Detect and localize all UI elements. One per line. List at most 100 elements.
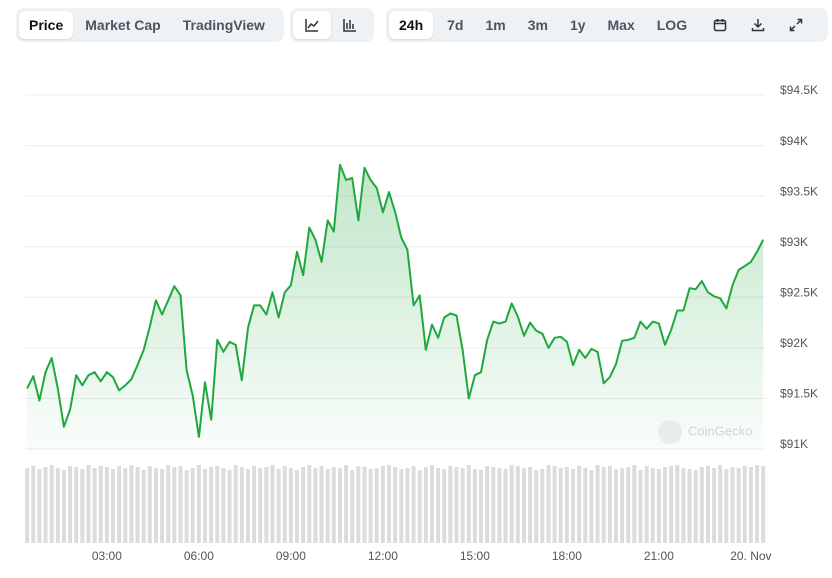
volume-bar <box>172 467 177 543</box>
volume-bar <box>25 468 30 543</box>
volume-bar <box>632 465 637 543</box>
fullscreen-button[interactable] <box>777 11 815 39</box>
tab[interactable]: Price <box>19 11 74 39</box>
volume-bar <box>724 469 729 543</box>
range-button[interactable]: 7d <box>447 17 464 33</box>
volume-bar <box>497 468 502 543</box>
volume-bar <box>221 468 226 543</box>
volume-bar <box>571 469 576 543</box>
volume-bar <box>270 465 275 543</box>
watermark-logo <box>658 420 682 444</box>
volume-bar <box>178 466 183 543</box>
x-tick-label: 15:00 <box>460 549 490 563</box>
volume-bar <box>368 469 373 543</box>
volume-bar <box>509 465 514 543</box>
volume-bar <box>558 468 563 543</box>
icon <box>789 18 803 32</box>
volume-bar <box>80 469 85 543</box>
line-chart-button[interactable] <box>293 11 331 39</box>
range-button[interactable]: 1y <box>569 17 586 33</box>
icon <box>713 19 727 32</box>
volume-bar <box>503 469 508 543</box>
range-group: 24h 7d 1m 3m 1y Max LOG <box>386 8 828 42</box>
volume-bar <box>442 469 447 543</box>
y-tick-label: $92K <box>780 336 808 350</box>
volume-bar <box>356 466 361 543</box>
volume-bar <box>74 467 79 543</box>
volume-bar <box>319 466 324 543</box>
volume-bar <box>117 466 122 543</box>
calendar-button[interactable] <box>701 11 739 39</box>
volume-bar <box>362 467 367 543</box>
volume-bar <box>607 466 612 543</box>
volume-bar <box>31 466 36 543</box>
volume-bar <box>540 469 545 543</box>
chart-style-group <box>290 8 374 42</box>
range-button[interactable]: 3m <box>527 17 548 33</box>
volume-bar <box>613 469 618 543</box>
volume-bar <box>436 468 441 543</box>
volume-bar <box>644 466 649 543</box>
volume-bar <box>313 468 318 543</box>
volume-bar <box>111 469 116 543</box>
volume-bar <box>135 467 140 543</box>
volume-bar <box>166 465 171 543</box>
volume-bar <box>399 469 404 543</box>
candle-chart-button[interactable] <box>331 11 369 39</box>
y-tick-label: $91.5K <box>780 387 818 401</box>
volume-bar <box>705 466 710 543</box>
x-tick-label: 18:00 <box>552 549 582 563</box>
volume-bar <box>448 466 453 543</box>
volume-bar <box>123 468 128 543</box>
volume-bar <box>479 470 484 543</box>
volume-bar <box>86 465 91 543</box>
volume-bar <box>37 469 42 543</box>
volume-bar <box>307 465 312 543</box>
range-button[interactable]: 1m <box>485 17 506 33</box>
volume-bar <box>534 470 539 543</box>
volume-bar <box>411 466 416 543</box>
volume-bar <box>564 467 569 543</box>
volume-bar <box>761 466 766 543</box>
volume-bar <box>712 468 717 543</box>
range-button[interactable]: Max <box>607 17 635 33</box>
volume-bar <box>650 468 655 543</box>
volume-bar <box>656 469 661 543</box>
y-tick-label: $92.5K <box>780 285 818 299</box>
volume-bar <box>264 467 269 543</box>
x-tick-label: 21:00 <box>644 549 674 563</box>
volume-bar <box>233 465 238 543</box>
icon <box>751 19 765 32</box>
x-tick-label: 20. Nov <box>730 549 771 563</box>
volume-bar <box>92 468 97 543</box>
volume-bar <box>252 466 257 543</box>
tab[interactable]: TradingView <box>182 17 265 33</box>
volume-bar <box>129 465 134 543</box>
volume-bar <box>49 465 54 543</box>
range-button[interactable]: 24h <box>389 11 434 39</box>
volume-bar <box>374 468 379 543</box>
tab[interactable]: Market Cap <box>85 17 161 33</box>
volume-bar <box>730 467 735 543</box>
volume-bar <box>663 467 668 543</box>
volume-bar <box>276 469 281 543</box>
volume-bar <box>215 466 220 543</box>
volume-bar <box>380 466 385 543</box>
volume-bar <box>295 470 300 543</box>
volume-bar <box>417 470 422 543</box>
log-button[interactable]: LOG <box>656 17 688 33</box>
volume-bar <box>141 470 146 543</box>
y-tick-label: $94.5K <box>780 83 818 97</box>
volume-bar <box>288 468 293 543</box>
volume-bar <box>387 465 392 543</box>
volume-bar <box>748 467 753 543</box>
download-button[interactable] <box>739 11 777 39</box>
volume-bar <box>301 467 306 543</box>
volume-bar <box>344 465 349 543</box>
volume-bar <box>675 465 680 543</box>
tab-group: Price Market Cap TradingView <box>16 8 284 42</box>
volume-bar <box>227 470 232 543</box>
volume-bar <box>405 468 410 543</box>
volume-bar <box>681 468 686 543</box>
